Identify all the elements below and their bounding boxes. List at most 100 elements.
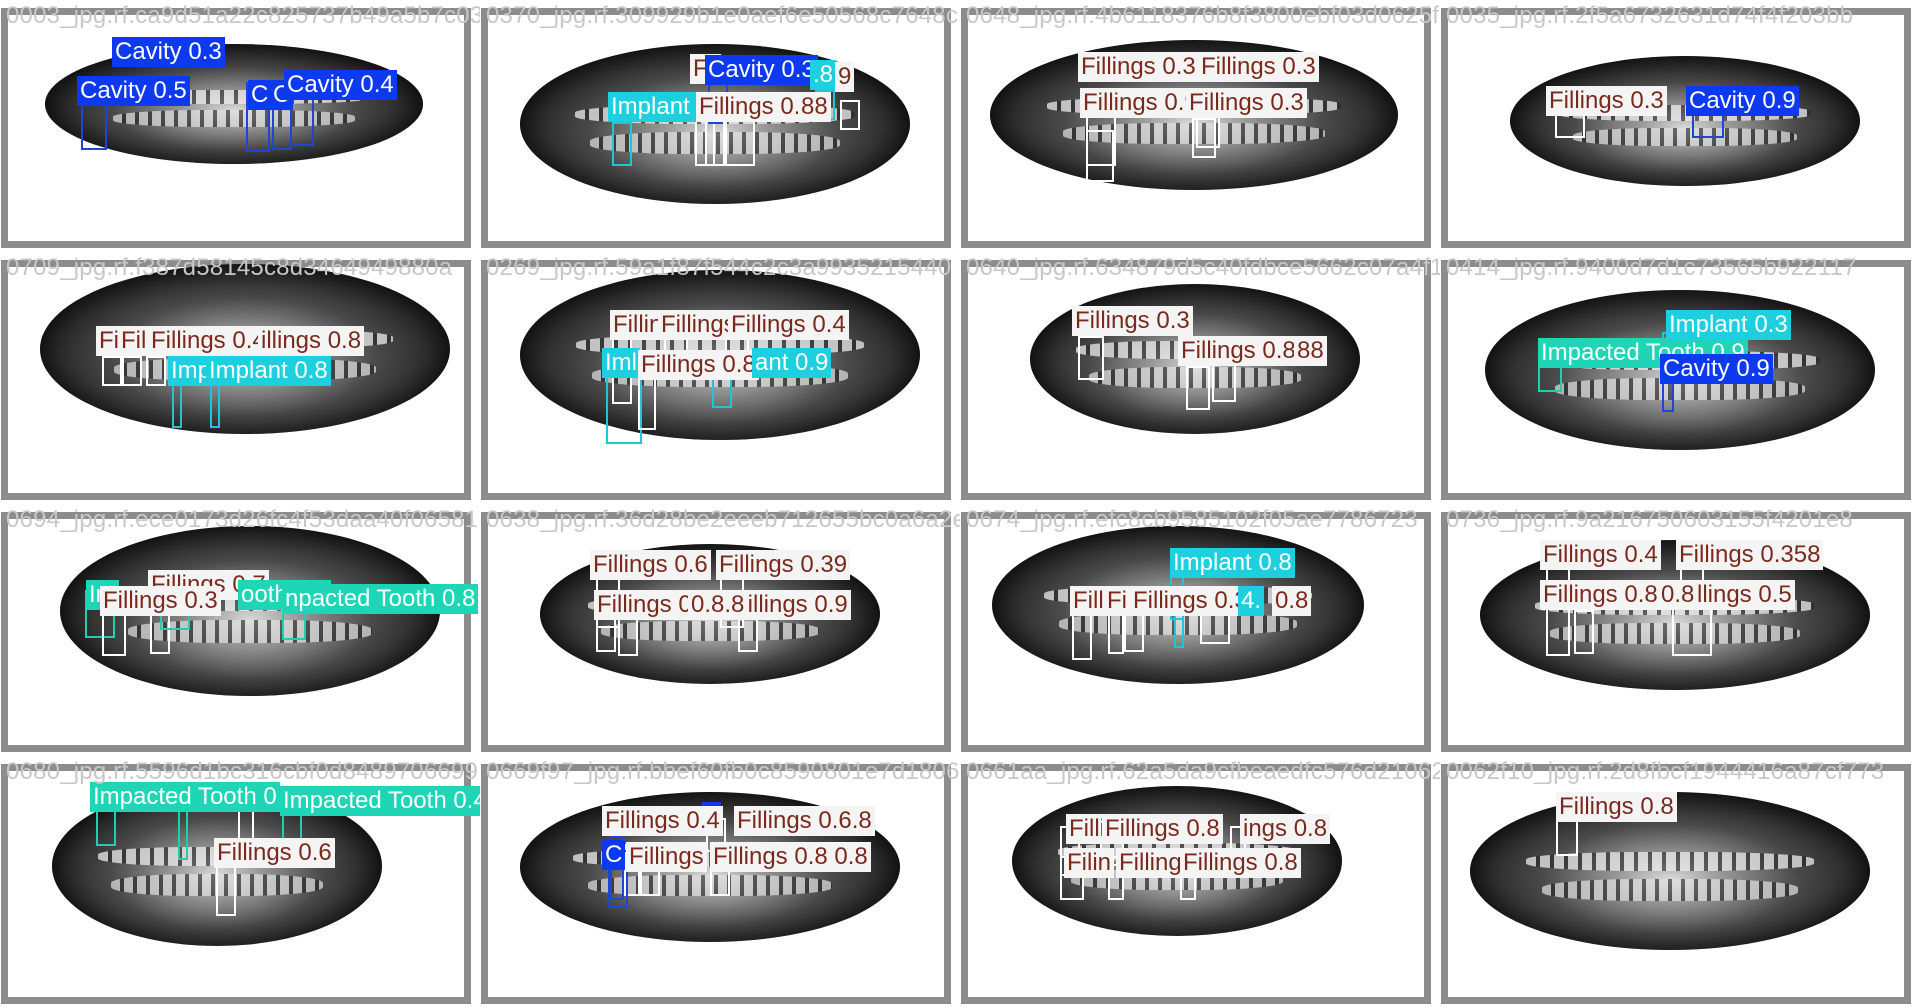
detection-box xyxy=(1124,612,1144,652)
detection-label: Implant 0.8 xyxy=(1170,548,1295,578)
tile-filename: 0269_jpg.rf.59a1f87f544c2c3a9935215440 xyxy=(486,254,952,281)
tile-filename: 0370_jpg.rf.309929b1e0aef6e50568c7648c xyxy=(486,2,959,29)
tile-filename: 0035_jpg.rf.2f5a6732631d74f4f203bb xyxy=(1446,2,1854,29)
detection-label: Fi xyxy=(96,326,122,356)
detection-box xyxy=(1672,606,1712,656)
image-tile[interactable]: Impacted Tooth 0.9 Implant 0.3 Cavity 0.9 0… xyxy=(1440,252,1920,504)
image-tile[interactable]: Fillings 0.4 Fillings 0.358 Fillings 0.8 Fi… xyxy=(1440,504,1920,756)
detection-label: ings 0.8 xyxy=(1240,814,1331,844)
detection-label: npacted Tooth 0.8 xyxy=(282,584,479,614)
detection-label: 0.8 xyxy=(1658,580,1698,610)
image-tile[interactable]: Filli Fillings 0.8 ings 0.8 Filin Fillings Fi… xyxy=(960,756,1440,1008)
detection-box xyxy=(1108,612,1124,654)
detection-box xyxy=(612,122,632,166)
detection-label: C xyxy=(248,80,272,110)
image-tile[interactable]: Cavity 0.3 Cavity 0.5 C C Cavity 0.4 0003_jpg… xyxy=(0,0,480,252)
detection-label: 9 xyxy=(835,62,855,92)
detection-label: 88 xyxy=(798,92,831,122)
detection-label: 0.8 xyxy=(1272,586,1312,616)
detection-box xyxy=(1556,820,1578,856)
tile-filename: 0640_jpg.rf.634879d5c40fdbce5662c07a4f1 xyxy=(966,254,1440,281)
detection-label: Fillings 0.4 xyxy=(1540,540,1661,570)
image-tile[interactable]: Fillings 0.3 Fillings 0.3 Fillings 0.9 Fill… xyxy=(960,0,1440,252)
detection-label: Fillings 0.3 xyxy=(1198,52,1319,82)
detection-label: C xyxy=(602,840,626,870)
detection-label: Implant 0 xyxy=(608,92,713,122)
detection-label: Fillings 0.39 xyxy=(716,550,851,580)
detection-label: Cavity 0.9 xyxy=(1660,354,1773,384)
image-tile[interactable]: Fillin Fillings 0.4 Fillings 0.4 Iml Filling… xyxy=(480,252,960,504)
detection-box xyxy=(178,810,188,860)
image-tile[interactable]: Fillings 0.3 Cavity 0.9 0035_jpg.rf.2f5a67… xyxy=(1440,0,1920,252)
image-tile[interactable]: Implant 0.8 Filli Fi Fillings 0.3 0.8 4. 0674_… xyxy=(960,504,1440,756)
detection-label: Fillings 0.9 xyxy=(1080,88,1201,118)
image-tile[interactable]: Fi Filli Fillings 0.4 illings 0.8 Imp Implant… xyxy=(0,252,480,504)
detection-label: Fillings 0.3 xyxy=(100,586,221,616)
detection-label: Implant 0.8 xyxy=(206,356,331,386)
detection-label: Filin xyxy=(1064,848,1115,878)
detection-box xyxy=(122,356,142,386)
detection-label: Fillings 0.4 xyxy=(602,806,723,836)
detection-box xyxy=(216,866,236,916)
detection-label: Impacted Tooth 0.4 xyxy=(280,786,480,816)
detection-label: Cavity 0.9 xyxy=(1686,86,1799,116)
tile-filename: 0661aa_jpg.rf.62a5da9cfbeaedfc576d21062 xyxy=(966,758,1440,785)
panoramic-xray xyxy=(1470,792,1870,950)
tile-filename: 0648_jpg.rf.4b6118376b8f3800ebf03d0625f8 xyxy=(966,2,1440,29)
detection-label: illings 0.8 xyxy=(258,326,365,356)
detection-label: Fillings 0.3 xyxy=(1078,52,1199,82)
detection-label: Fillings 0.3 xyxy=(1072,306,1193,336)
detection-box xyxy=(1546,606,1570,656)
detection-box xyxy=(1072,612,1092,660)
image-tile[interactable]: Fillings 0.7Imooth 0.5Fillings 0.3npacte… xyxy=(0,504,480,756)
detection-box xyxy=(1192,118,1216,158)
detection-label: Fillings 0.6 xyxy=(590,550,711,580)
detection-label: Fi xyxy=(1104,586,1130,616)
detection-label: Fillings xyxy=(626,842,707,872)
detection-label: Iml xyxy=(602,348,640,378)
detection-label: Fillings 0.8 xyxy=(1540,580,1661,610)
detection-label: 4. xyxy=(1238,586,1265,616)
detection-label: 88 xyxy=(1294,336,1327,366)
image-tile[interactable]: Fillings 0.3 Fillings 0.8 88 0640_jpg.rf.63… xyxy=(960,252,1440,504)
detection-label: Fillin xyxy=(610,310,666,340)
detection-box xyxy=(606,374,642,444)
tile-filename: 0694_jpg.rf.ece0173d26fc4f53daa40f06581 xyxy=(6,506,479,533)
detection-label: Fillings 0.8 xyxy=(1178,336,1299,366)
image-tile[interactable]: Fillings 0.6 Fillings 0.39 Fillings 0.8 Fil… xyxy=(480,504,960,756)
detection-label: Fillings 0.9 xyxy=(730,590,851,620)
detection-label: Fillings 0.358 xyxy=(1676,540,1824,570)
detection-label: Filli xyxy=(1066,814,1108,844)
detection-box xyxy=(1086,130,1114,182)
tile-filename: 0003_jpg.rf.ca9d51a22c825737b49a5b7c03f1… xyxy=(6,2,480,29)
detection-label: Impacted Tooth 0 xyxy=(90,782,280,812)
detection-label: Cavity 0.3 xyxy=(705,55,818,85)
detection-label: Fillings 0.3 xyxy=(1546,86,1667,116)
detection-label: Fillings 0.4 xyxy=(728,310,849,340)
detection-label: Fillings 0.8 xyxy=(638,350,759,380)
image-tile[interactable]: Impacted Tooth 0 Impacted Tooth 0.4 Fillin… xyxy=(0,756,480,1008)
detection-box xyxy=(840,100,860,130)
tile-filename: 0638_jpg.rf.36d28be2eeeb712655bc0a6a2e xyxy=(486,506,960,533)
detection-label: ant 0.9 xyxy=(752,348,832,378)
detection-box xyxy=(1186,366,1210,410)
image-tile[interactable]: Fillings 0.8 0062f10_jpg.rf.2d8fbcf194441… xyxy=(1440,756,1920,1008)
tile-filename: 0736_jpg.rf.9a216750603155f4201e8 xyxy=(1446,506,1853,533)
panoramic-xray xyxy=(1510,56,1860,186)
tile-filename: 0674_jpg.rf.efc8cb9585102f05ae7786723 xyxy=(966,506,1418,533)
detection-label: 0.8.8 xyxy=(688,590,748,620)
detection-label: Fillings 0.3 xyxy=(1130,586,1251,616)
tile-filename: 0709_jpg.rf.f387d58145c8d3464949880a xyxy=(6,254,453,281)
detection-box xyxy=(638,374,656,430)
detection-label: Fillings 0.6.8 xyxy=(734,806,875,836)
detection-label: Fillings 0.8 xyxy=(1180,848,1301,878)
detection-box xyxy=(96,810,116,846)
detection-label: Cavity 0.5 xyxy=(77,76,190,106)
detection-label: Fillings 0.4 xyxy=(148,326,269,356)
detection-label: Fillings 0.5 xyxy=(696,92,817,122)
tile-filename: 0062f10_jpg.rf.2d8fbcf1944416a87cf773 xyxy=(1446,758,1885,785)
detection-label: Fillings 0.3 xyxy=(1186,88,1307,118)
